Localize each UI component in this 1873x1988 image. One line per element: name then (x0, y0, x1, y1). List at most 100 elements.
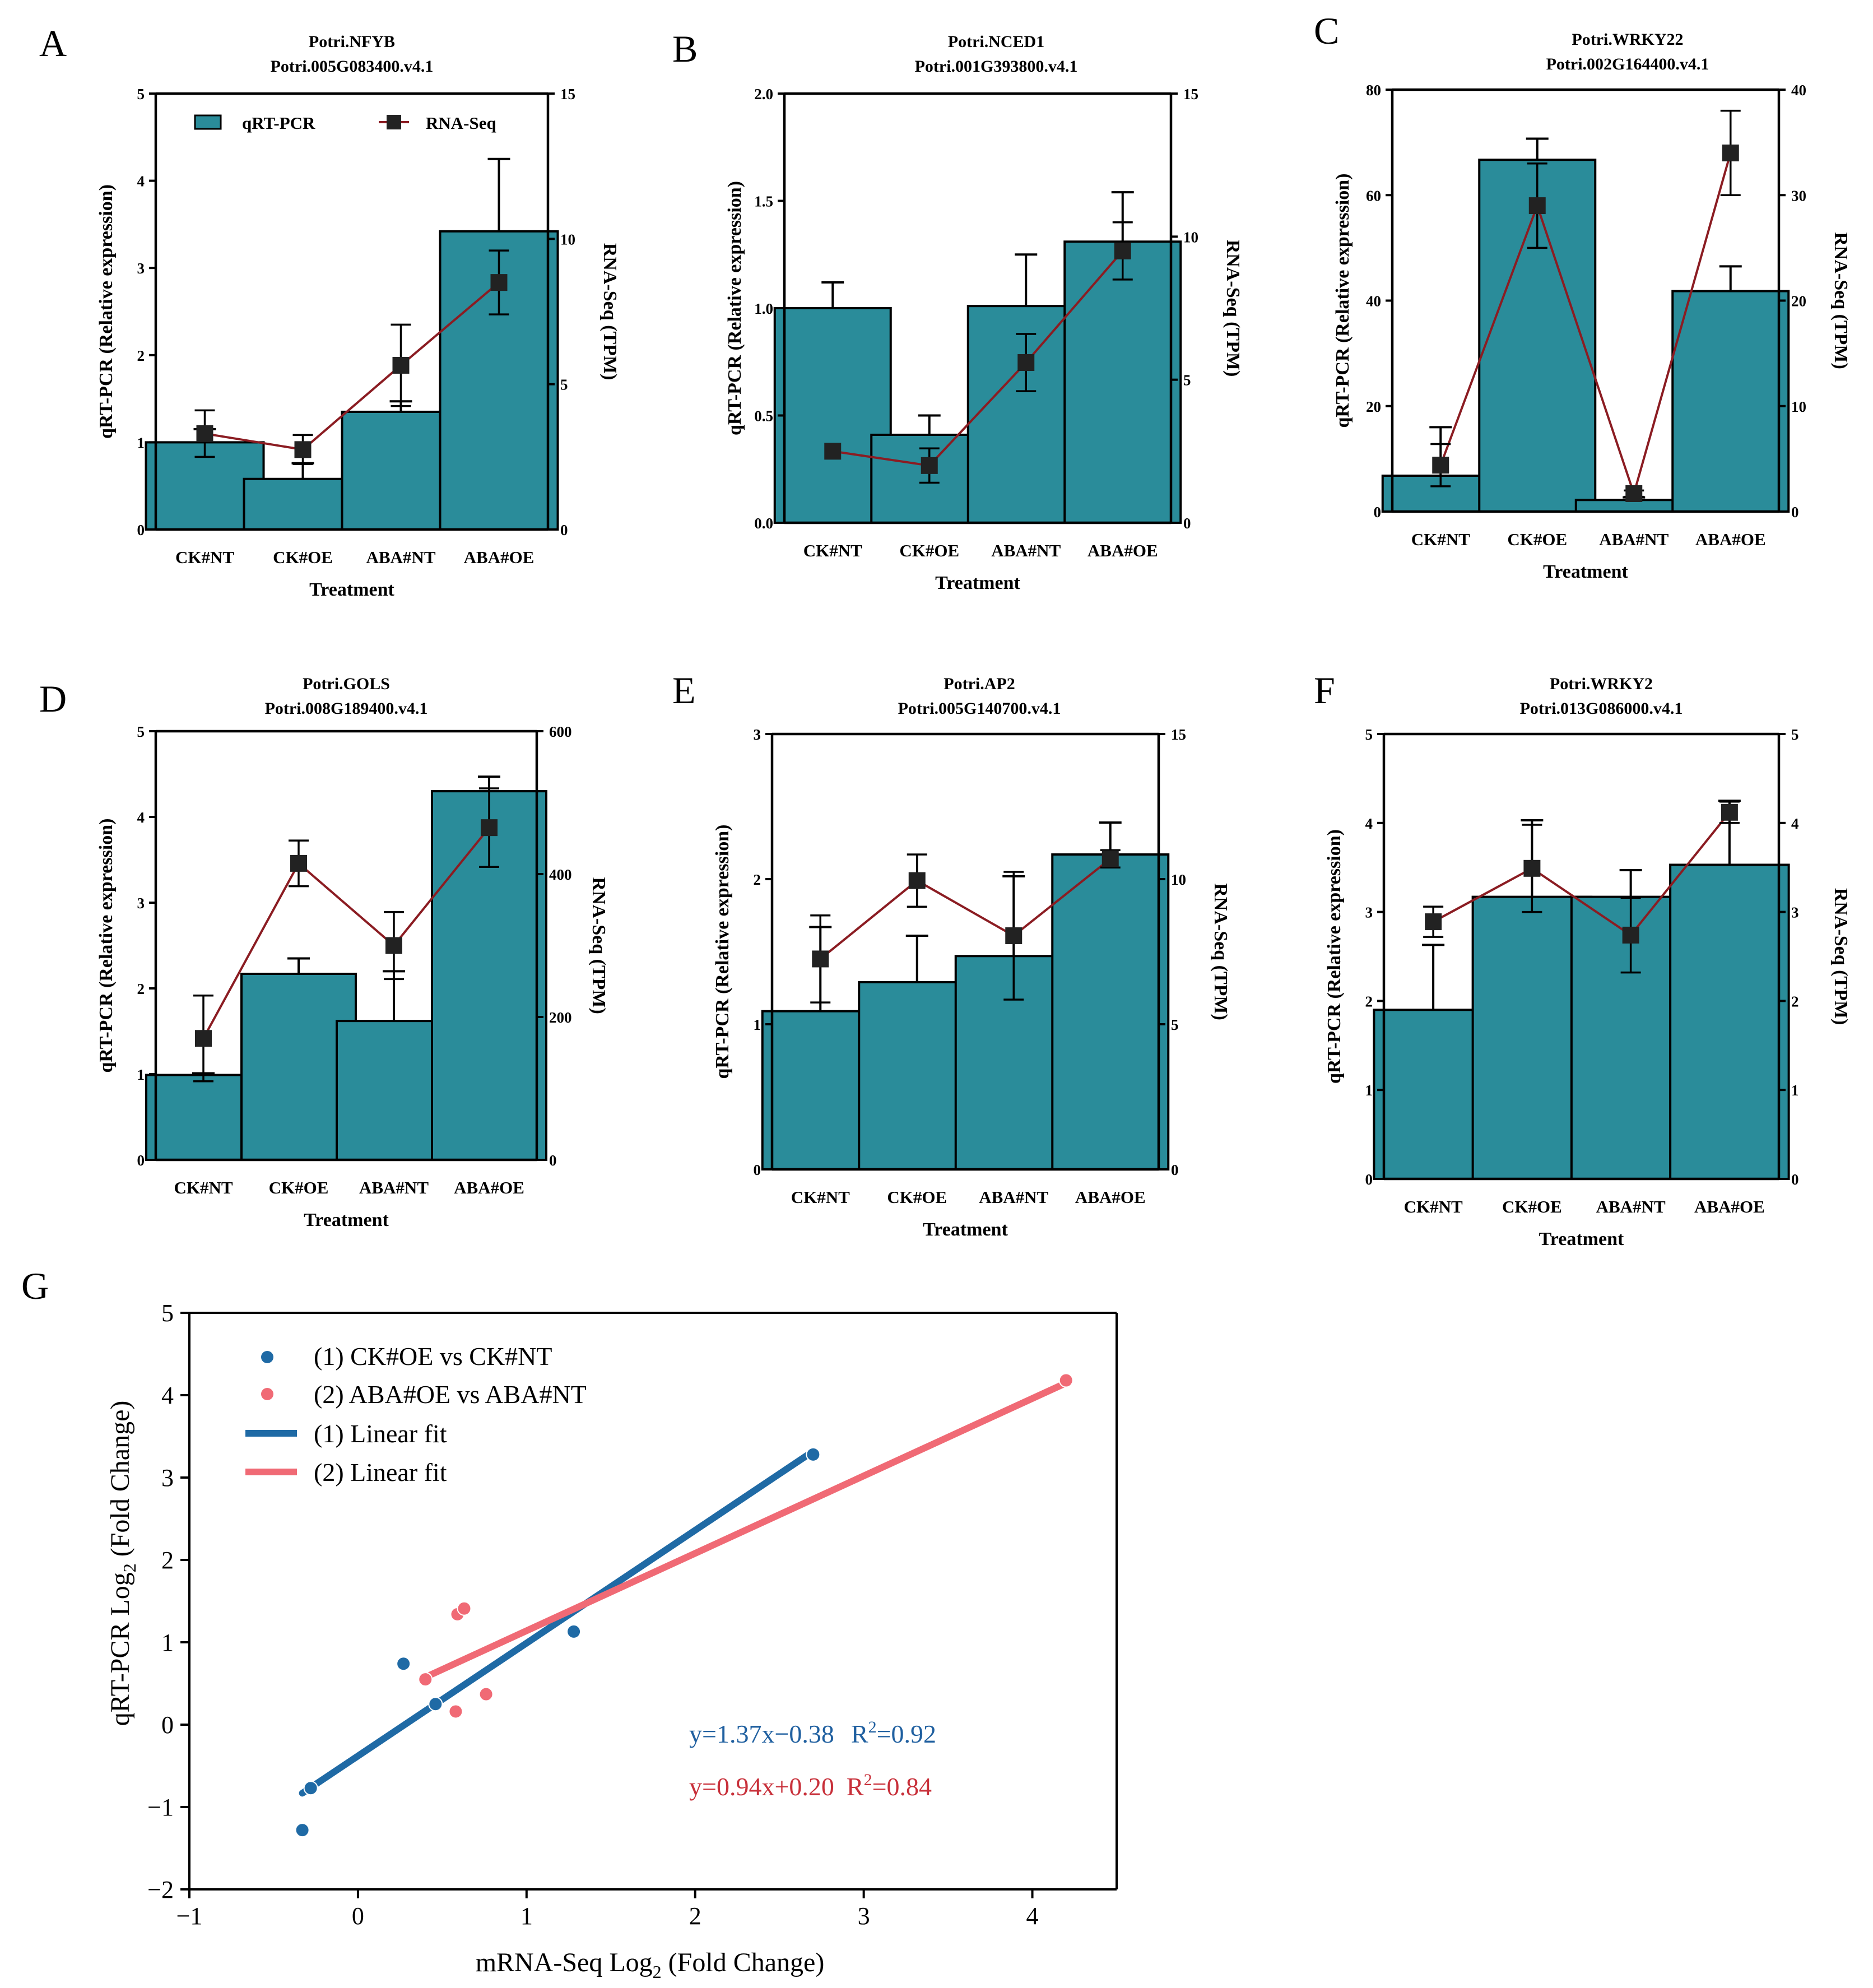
panel-e-ytick-label-0: 0 (754, 1162, 761, 1178)
panel-e-rnaseq-marker-0 (812, 950, 829, 968)
panel-a-y2label: RNA-Seq (TPM) (599, 243, 620, 380)
panel-b-category-label-2: ABA#NT (991, 541, 1061, 560)
legend-marker-swatch (387, 115, 401, 129)
panel-f-gene: Potri.WRKY2 (1550, 675, 1653, 693)
panel-letter-g: G (21, 1265, 49, 1307)
panel-g-xlabel: mRNA-Seq Log2 (Fold Change) (476, 1948, 825, 1982)
panel-b-rnaseq-marker-1 (921, 457, 938, 474)
panel-e-y2tick-label-1: 5 (1171, 1016, 1179, 1033)
panel-d-y2label: RNA-Seq (TPM) (588, 877, 609, 1014)
panel-c-y2tick-label-2: 20 (1791, 293, 1806, 310)
panel-g-fit-line-1 (299, 1448, 817, 1797)
panel-a-rnaseq-line (205, 281, 500, 451)
panel-c-plot: 0 20 40 60 80 0 10 20 30 40 CK#NT CK#OE ABA#NT ABA#OE… (1332, 82, 1851, 582)
panel-f-y2tick-label-5: 5 (1791, 726, 1799, 743)
panel-b-bar-3 (1063, 240, 1182, 524)
fit2-r2-label: R (847, 1772, 864, 1801)
panel-d-rnaseq-marker-1 (290, 854, 307, 872)
panel-e-rnaseq-marker-1 (908, 872, 926, 889)
panel-b-ytick-label-3: 1.5 (754, 193, 773, 210)
panel-b-y2tick-label-1: 5 (1183, 372, 1191, 389)
panel-g-xtick-label-1: 0 (352, 1902, 364, 1930)
panel-d-ytick-label-5: 5 (137, 723, 145, 740)
panel-a-plot: 0 1 2 3 4 5 0 5 10 15 CK#NT CK#OE ABA#NT ABA#OE Treatm… (96, 86, 620, 600)
panel-a-category-label-2: ABA#NT (366, 547, 435, 567)
panel-g-series1-point-5 (806, 1447, 821, 1462)
panel-f-ytick-label-1: 1 (1365, 1082, 1373, 1099)
panel-a-category-label-1: CK#OE (273, 547, 333, 567)
panel-c-ytick-label-2: 40 (1366, 293, 1381, 310)
panel-f-ytick-label-2: 2 (1365, 993, 1373, 1010)
legend-series2-label: (2) ABA#OE vs ABA#NT (314, 1380, 587, 1409)
panel-b-ylabel: qRT-PCR (Relative expression) (724, 181, 745, 435)
panel-g-xlabel-sub: 2 (653, 1962, 662, 1982)
panel-d-category-label-0: CK#NT (174, 1178, 233, 1197)
panel-c-bar-3 (1671, 290, 1790, 513)
panel-d-category-label-2: ABA#NT (359, 1178, 429, 1197)
panel-c-rnaseq-marker-1 (1528, 197, 1546, 215)
panel-e-ylabel: qRT-PCR (Relative expression) (712, 824, 733, 1079)
panel-f-ytick-label-5: 5 (1365, 726, 1373, 743)
panel-f-xlabel: Treatment (1539, 1229, 1624, 1250)
legend-line-label: RNA-Seq (426, 113, 496, 133)
panel-b-y2label: RNA-Seq (TPM) (1223, 240, 1243, 377)
panel-a-rnaseq-marker-0 (196, 425, 213, 442)
panel-e-rnaseq-marker-2 (1005, 927, 1023, 945)
panel-e-y2label: RNA-Seq (TPM) (1210, 883, 1231, 1020)
panel-c-y2label: RNA-Seq (TPM) (1830, 232, 1851, 369)
panel-g-legend: (1) CK#OE vs CK#NT (2) ABA#OE vs ABA#NT … (245, 1342, 587, 1487)
panel-d-id: Potri.008G189400.v4.1 (265, 699, 428, 718)
panel-b-ytick-label-2: 1.0 (754, 300, 773, 317)
panel-f-category-label-0: CK#NT (1404, 1197, 1463, 1216)
panel-c-rnaseq-marker-3 (1722, 144, 1739, 161)
panel-g-series2-point-4 (478, 1687, 494, 1702)
panel-b-category-label-1: CK#OE (899, 541, 959, 560)
panel-g-series2-point-1 (448, 1704, 463, 1719)
panel-a-category-label-0: CK#NT (175, 547, 234, 567)
panel-d-y2tick-label-0: 0 (549, 1152, 557, 1169)
fit1-r2-sup: 2 (868, 1718, 877, 1736)
legend-series1-label: (1) CK#OE vs CK#NT (314, 1342, 552, 1371)
panel-e-id: Potri.005G140700.v4.1 (898, 699, 1061, 718)
legend-fit1-label: (1) Linear fit (314, 1419, 447, 1448)
panel-f-rnaseq-marker-1 (1523, 860, 1541, 877)
panel-d-ytick-label-0: 0 (137, 1152, 145, 1169)
legend-bar-label: qRT-PCR (242, 113, 315, 133)
panel-a-ylabel: qRT-PCR (Relative expression) (96, 184, 117, 439)
panel-c-ylabel: qRT-PCR (Relative expression) (1332, 173, 1353, 428)
panel-c-gene: Potri.WRKY22 (1572, 30, 1683, 49)
panel-d-ylabel: qRT-PCR (Relative expression) (96, 818, 117, 1072)
legend-bar-swatch (194, 114, 222, 130)
panel-d-rnaseq-line (202, 826, 490, 1039)
legend-fit2-label: (2) Linear fit (314, 1458, 447, 1487)
panel-b-ytick-label-1: 0.5 (754, 408, 773, 425)
fit2-equation-text: y=0.94x+0.20 (689, 1772, 834, 1801)
panel-f-y2label: RNA-Seq (TPM) (1830, 888, 1851, 1025)
panel-a-y2tick-label-3: 15 (560, 86, 575, 103)
fit2-r2-sup: 2 (864, 1771, 872, 1789)
panel-f-ytick-label-4: 4 (1365, 815, 1373, 832)
panel-d-y2tick-label-2: 400 (549, 866, 572, 883)
panel-c-rnaseq-marker-0 (1432, 457, 1449, 474)
panel-a-rnaseq-marker-2 (392, 356, 410, 374)
panel-a-ytick-label-3: 3 (137, 260, 145, 277)
panel-d-ytick-label-2: 2 (137, 981, 145, 997)
panel-e-rnaseq-line (819, 858, 1111, 960)
panel-g-xtick-label-5: 4 (1026, 1902, 1039, 1930)
panel-g-fit-line-2 (422, 1379, 1070, 1681)
panel-a-gene: Potri.NFYB (309, 32, 395, 51)
panel-a-ytick-label-4: 4 (137, 173, 145, 190)
panel-g-ytick-label-7: 5 (161, 1299, 174, 1327)
panel-g-series2-point-3 (457, 1601, 472, 1616)
panel-a-ytick-label-5: 5 (137, 86, 145, 103)
panel-g-series2-point-5 (1058, 1373, 1073, 1388)
panel-f-plot: 0 1 2 3 4 5 0 1 2 3 4 5 CK#NT CK#OE ABA#NT ABA#OE Treatm… (1324, 726, 1851, 1250)
panel-b-ytick-label-4: 2.0 (754, 86, 773, 103)
panel-d-ytick-label-3: 3 (137, 895, 145, 912)
panel-e-rnaseq-marker-3 (1102, 850, 1119, 867)
panel-b-y2tick-label-0: 0 (1183, 515, 1191, 532)
panel-g-xtick-label-0: −1 (176, 1902, 203, 1930)
panel-f-y2tick-label-4: 4 (1791, 815, 1799, 832)
